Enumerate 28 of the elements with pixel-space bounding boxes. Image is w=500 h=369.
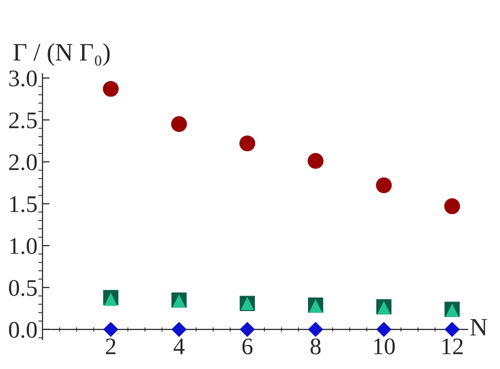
y-tick-label: 1.0 bbox=[10, 238, 37, 254]
y-tick-label: 3.0 bbox=[9, 70, 37, 87]
x-axis-title: N bbox=[470, 319, 488, 336]
y-tick-label: 1.5 bbox=[10, 196, 37, 212]
x-tick-label: 10 bbox=[374, 338, 395, 354]
y-tick-label: 2.5 bbox=[9, 112, 37, 128]
point bbox=[171, 116, 187, 132]
point bbox=[104, 292, 118, 306]
y-axis-title: Γ / (N Γ₀) bbox=[13, 43, 110, 66]
point bbox=[376, 322, 392, 338]
point bbox=[239, 135, 256, 152]
y-tick-label: 0.5 bbox=[9, 280, 37, 296]
y-tick-label: 2.0 bbox=[9, 154, 37, 170]
point bbox=[240, 322, 255, 338]
x-tick-label: 2 bbox=[106, 338, 116, 354]
x-tick-label: 8 bbox=[310, 338, 321, 354]
x-tick-label: 6 bbox=[242, 338, 253, 354]
y-tick-label: 0.0 bbox=[9, 322, 37, 338]
point bbox=[376, 177, 392, 194]
x-tick-label: 12 bbox=[442, 338, 463, 354]
point bbox=[444, 198, 460, 214]
x-tick-label: 4 bbox=[174, 338, 185, 354]
point bbox=[102, 80, 119, 97]
point bbox=[103, 322, 118, 338]
point bbox=[308, 153, 324, 169]
point bbox=[171, 322, 187, 338]
point bbox=[308, 322, 324, 338]
point bbox=[444, 322, 460, 338]
